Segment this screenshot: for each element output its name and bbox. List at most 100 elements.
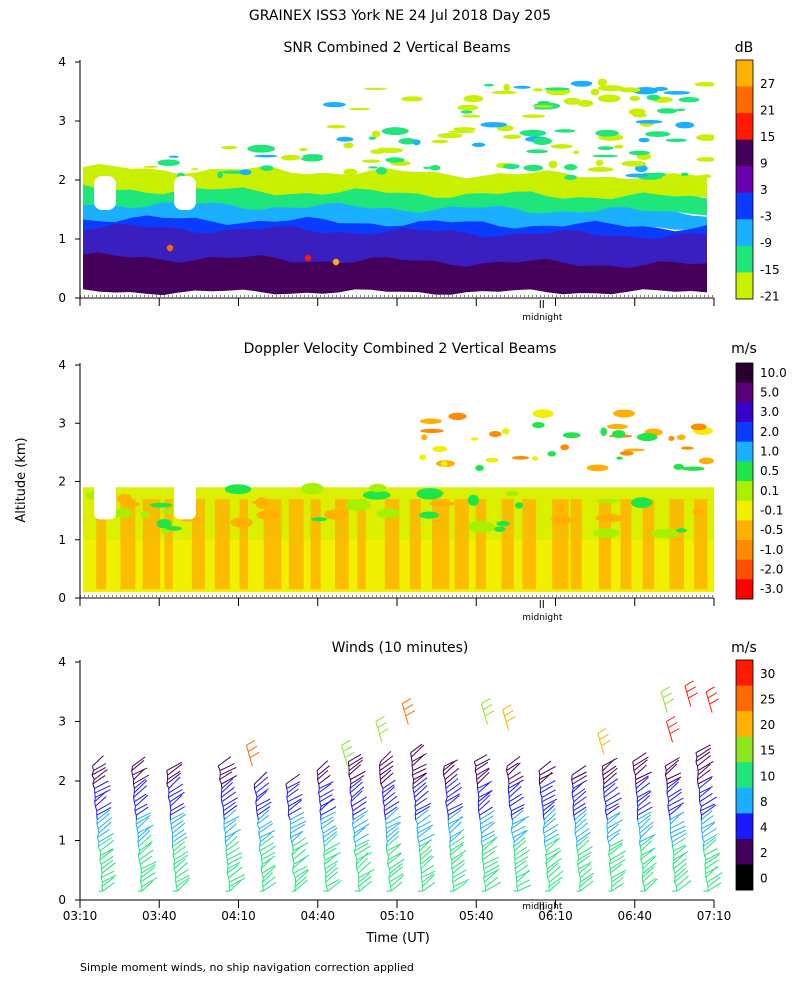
wind-barb bbox=[548, 876, 563, 888]
wind-profile-staff bbox=[166, 770, 169, 776]
wind-profile-staff bbox=[319, 810, 322, 816]
wind-barb bbox=[541, 789, 556, 798]
doppler-upper-patch bbox=[421, 434, 428, 441]
wind-barb bbox=[97, 837, 112, 847]
wind-barb bbox=[483, 856, 500, 865]
wind-barb bbox=[483, 860, 499, 870]
doppler-patch bbox=[369, 483, 387, 493]
upper-wind-staff bbox=[341, 745, 348, 767]
wind-barb bbox=[476, 768, 490, 780]
doppler-patch bbox=[496, 521, 510, 527]
wind-profile-staff bbox=[92, 783, 96, 789]
wind-profile-staff bbox=[255, 792, 258, 798]
wind-barb bbox=[478, 800, 491, 812]
wind-barb bbox=[166, 761, 183, 772]
wind-barb bbox=[696, 747, 712, 758]
colorbar-swatch bbox=[736, 736, 753, 763]
wind-barb bbox=[479, 806, 493, 816]
wind-profile-staff bbox=[670, 833, 672, 838]
wind-barb bbox=[377, 722, 387, 728]
wind-barb bbox=[632, 752, 647, 763]
wind-profile-staff bbox=[133, 797, 135, 802]
wind-profile-staff bbox=[602, 788, 605, 793]
colorbar-swatch bbox=[736, 422, 753, 443]
wind-profile-staff bbox=[352, 819, 354, 825]
doppler-downdraft-column bbox=[620, 499, 632, 590]
wind-barb bbox=[577, 845, 593, 856]
wind-barb bbox=[293, 865, 308, 874]
wind-barb bbox=[602, 757, 618, 767]
wind-barb bbox=[387, 852, 402, 861]
wind-barb bbox=[101, 862, 116, 874]
wind-barb bbox=[452, 874, 466, 883]
wind-barb bbox=[667, 797, 684, 807]
y-tick-label: 1 bbox=[58, 533, 66, 547]
wind-barb bbox=[545, 851, 559, 865]
wind-barb bbox=[139, 849, 154, 861]
wind-barb bbox=[135, 794, 149, 807]
wind-barb bbox=[324, 860, 339, 870]
wind-barb bbox=[286, 781, 301, 789]
wind-profile-staff bbox=[483, 877, 485, 883]
wind-barb bbox=[140, 872, 156, 883]
wind-profile-staff bbox=[258, 828, 260, 834]
y-tick-label: 2 bbox=[58, 774, 66, 788]
doppler-downdraft-column bbox=[164, 499, 173, 590]
wind-barb bbox=[290, 816, 304, 825]
wind-profile-staff bbox=[255, 797, 258, 802]
wind-profile-staff bbox=[479, 819, 482, 825]
wind-barb bbox=[606, 819, 623, 830]
wind-profile-staff bbox=[96, 837, 100, 843]
wind-profile-staff bbox=[668, 810, 671, 816]
wind-barb bbox=[327, 879, 342, 892]
wind-barb bbox=[543, 808, 556, 821]
wind-barb bbox=[390, 881, 403, 892]
wind-profile-staff bbox=[695, 757, 698, 762]
snr-patch bbox=[595, 129, 619, 137]
wind-barb bbox=[100, 855, 114, 865]
wind-barb bbox=[351, 786, 365, 798]
wind-barb bbox=[259, 820, 273, 830]
winds-axes: 0 1 2 3 4 03:10 03:40 04:10 04:40 05:10 05:40 06:10… bbox=[58, 655, 731, 923]
wind-barb bbox=[325, 878, 340, 888]
wind-barb bbox=[133, 780, 148, 794]
wind-barb bbox=[673, 851, 689, 861]
wind-barb bbox=[542, 798, 558, 807]
wind-barb bbox=[379, 728, 389, 734]
wind-profile-staff bbox=[349, 783, 352, 789]
snr-patch bbox=[247, 144, 276, 153]
wind-profile-staff bbox=[412, 779, 415, 785]
wind-profile-staff bbox=[446, 806, 448, 811]
snr-patch bbox=[665, 138, 687, 142]
doppler-upper-patch bbox=[511, 456, 530, 460]
wind-profile-staff bbox=[379, 761, 381, 767]
wind-profile-staff bbox=[572, 797, 575, 802]
wind-profile-staff bbox=[545, 850, 547, 856]
wind-barb bbox=[290, 823, 306, 834]
wind-profile-staff bbox=[411, 766, 414, 771]
colorbar-label: 0.5 bbox=[760, 464, 779, 478]
wind-profile-staff bbox=[542, 823, 545, 829]
wind-barb bbox=[95, 789, 111, 798]
wind-barb bbox=[637, 790, 651, 798]
wind-profile-staff bbox=[256, 823, 260, 829]
wind-profile-staff bbox=[411, 774, 415, 780]
wind-barb bbox=[415, 790, 429, 803]
wind-barb bbox=[174, 851, 189, 861]
y-tick-label: 0 bbox=[58, 291, 66, 305]
wind-barb bbox=[633, 759, 648, 771]
wind-barb bbox=[321, 819, 335, 830]
wind-barb bbox=[697, 769, 711, 780]
colorbar-label: 0 bbox=[760, 872, 768, 886]
wind-barb bbox=[102, 874, 117, 883]
wind-profile-staff bbox=[603, 797, 606, 802]
wind-barb bbox=[571, 765, 587, 776]
wind-profile-staff bbox=[318, 792, 321, 798]
wind-profile-staff bbox=[411, 770, 414, 776]
wind-barb bbox=[411, 753, 427, 763]
colorbar-swatch bbox=[736, 711, 753, 738]
doppler-patch bbox=[255, 497, 268, 509]
doppler-downdraft-column bbox=[570, 499, 582, 590]
snr-patch bbox=[381, 127, 409, 136]
colorbar-swatch bbox=[736, 685, 753, 712]
